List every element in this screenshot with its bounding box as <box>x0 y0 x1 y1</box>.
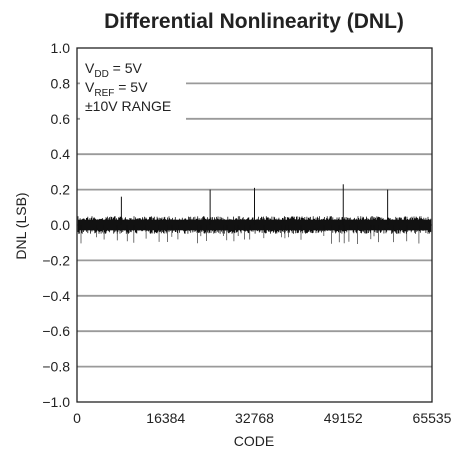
chart-title: Differential Nonlinearity (DNL) <box>104 10 404 33</box>
condition-line: ±10V RANGE <box>85 98 171 114</box>
y-tick-label: −0.2 <box>42 252 70 268</box>
x-tick-label: 0 <box>73 410 81 426</box>
x-tick-label: 49152 <box>324 410 363 426</box>
condition-line: VDD = 5V <box>85 60 143 80</box>
y-tick-label: 0.4 <box>51 146 71 162</box>
condition-line: VREF = 5V <box>85 79 148 99</box>
y-tick-label: 0.0 <box>51 217 71 233</box>
y-tick-label: −0.6 <box>42 323 70 339</box>
x-tick-label: 16384 <box>146 410 185 426</box>
x-tick-label: 32768 <box>235 410 274 426</box>
plot-frame <box>76 47 433 403</box>
y-tick-label: −1.0 <box>42 394 70 410</box>
y-axis-label: DNL (LSB) <box>13 192 29 259</box>
plot-area <box>77 184 432 244</box>
y-axis-ticks: 1.0 0.8 0.6 0.4 0.2 0.0 −0.2 −0.4 −0.6 −0.8 −1.0 <box>42 40 70 410</box>
y-tick-label: 0.8 <box>51 75 71 91</box>
y-tick-label: −0.4 <box>42 288 70 304</box>
y-tick-label: 0.2 <box>51 182 71 198</box>
x-tick-label: 65535 <box>413 410 451 426</box>
y-tick-label: −0.8 <box>42 359 70 375</box>
x-axis-label: CODE <box>234 433 274 449</box>
conditions-background <box>80 53 186 123</box>
dnl-negative-spikes <box>80 225 420 244</box>
y-tick-label: 0.6 <box>51 111 71 127</box>
x-axis-ticks: 0 16384 32768 49152 65535 <box>73 410 451 426</box>
y-tick-label: 1.0 <box>51 40 71 56</box>
